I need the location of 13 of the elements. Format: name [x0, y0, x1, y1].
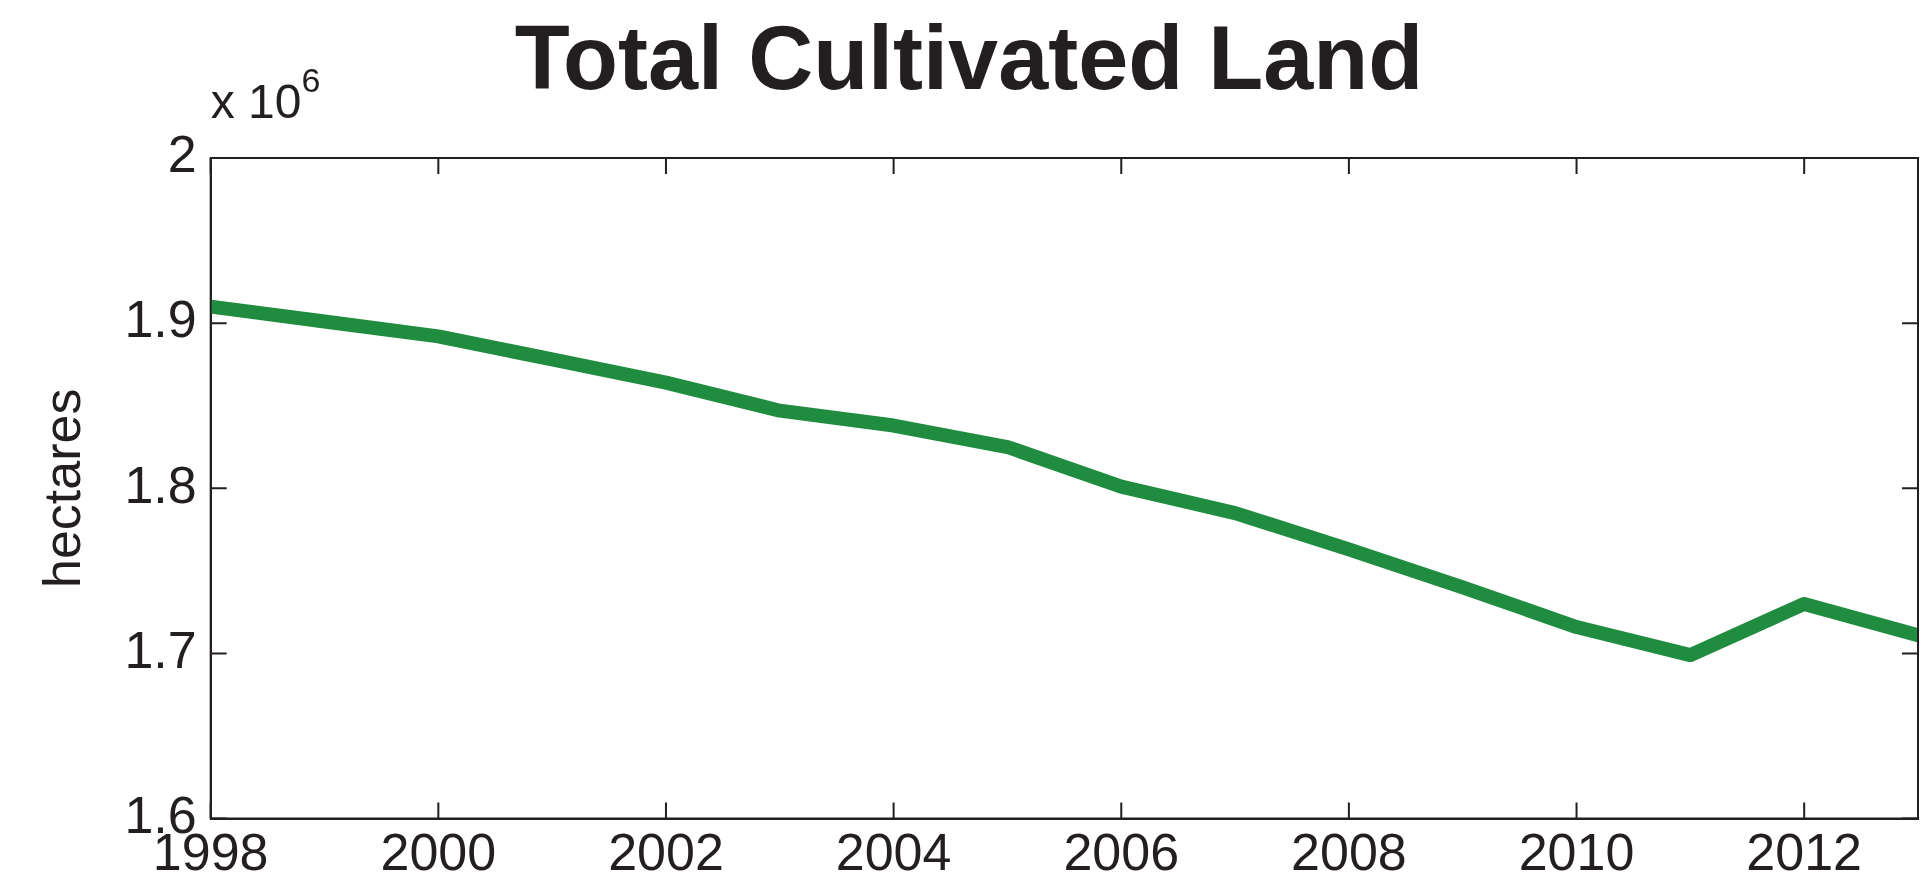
x-tick-label: 2012 [1746, 823, 1863, 882]
x-tick-label: 2004 [835, 823, 952, 882]
chart-title: Total Cultivated Land [514, 7, 1424, 108]
y-axis-title: hectares [32, 388, 91, 589]
y-tick-label: 1.8 [124, 455, 197, 514]
y-tick-label: 1.7 [124, 620, 197, 679]
x-tick-label: 2006 [1063, 823, 1180, 882]
x-tick-label: 2008 [1291, 823, 1407, 882]
y-tick-label: 1.9 [124, 290, 197, 349]
x-tick-label: 2010 [1518, 823, 1635, 882]
x-tick-label: 2002 [608, 823, 724, 882]
x-tick-label: 2000 [380, 823, 497, 882]
y-tick-label: 2 [167, 125, 197, 184]
